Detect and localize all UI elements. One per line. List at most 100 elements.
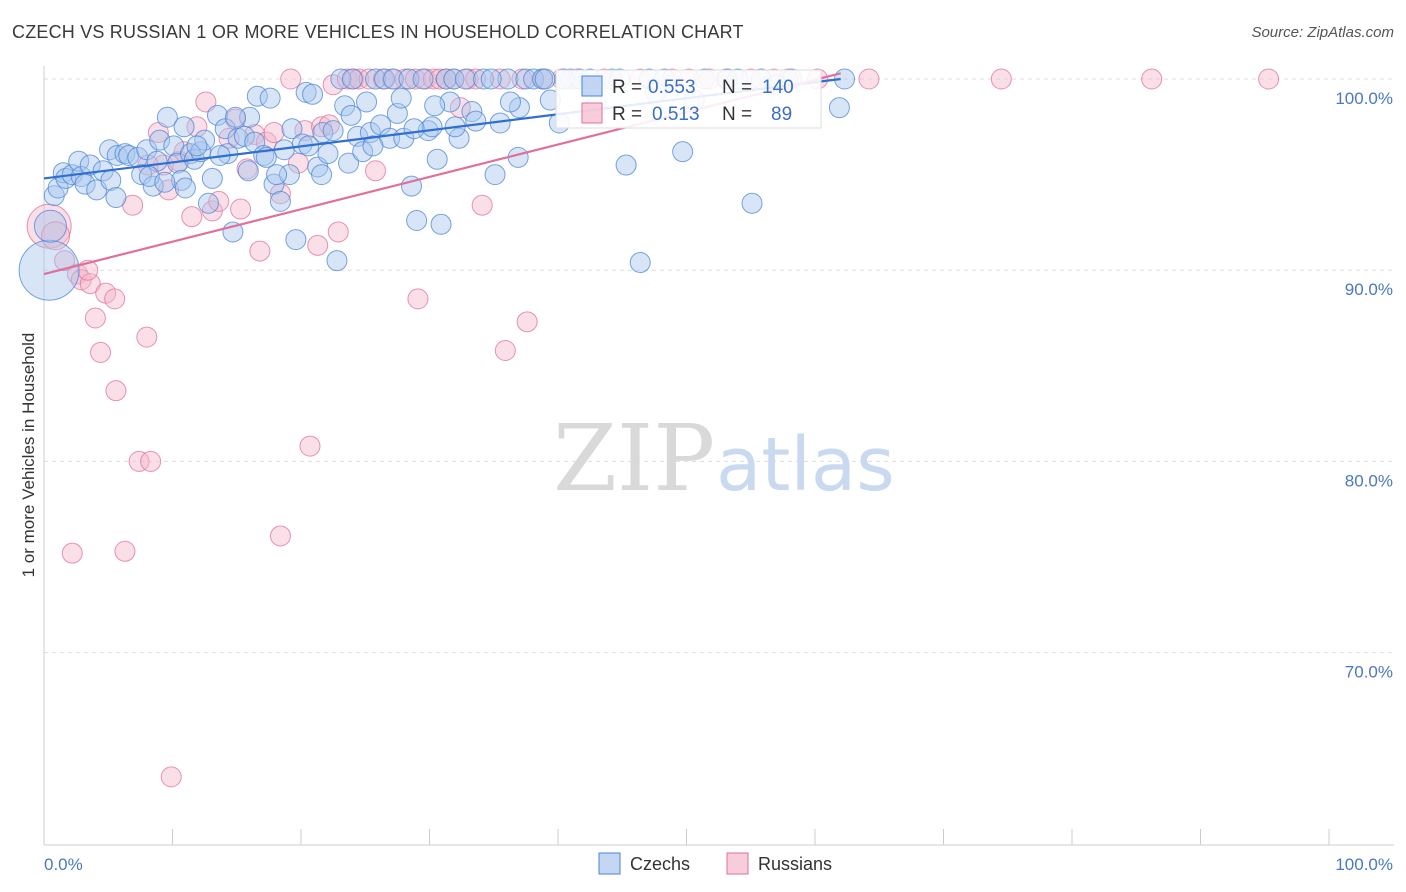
- x-tick-label: 0.0%: [44, 855, 83, 874]
- russians-point: [1141, 68, 1163, 90]
- russians-point: [90, 341, 112, 363]
- czechs-point: [79, 154, 101, 176]
- czechs-point: [430, 213, 452, 235]
- czechs-point: [224, 106, 246, 128]
- watermark-atlas: atlas: [716, 422, 895, 508]
- czechs-point: [424, 95, 446, 117]
- czechs-point: [365, 68, 387, 90]
- russians-point: [61, 542, 83, 564]
- czechs-point: [465, 110, 487, 132]
- bottom-legend: Czechs Russians: [598, 852, 832, 875]
- russians-point: [327, 221, 349, 243]
- czechs-point: [149, 129, 171, 151]
- czechs-point: [237, 160, 259, 182]
- legend-russians-label: Russians: [758, 854, 832, 874]
- czechs-point: [269, 190, 291, 212]
- russians-point: [471, 194, 493, 216]
- czechs-point: [173, 116, 195, 138]
- czechs-point: [480, 68, 502, 90]
- czechs-point: [338, 152, 360, 174]
- russians-n-label: N =: [722, 104, 752, 125]
- czechs-point: [515, 68, 537, 90]
- russians-point: [307, 234, 329, 256]
- russians-point: [1258, 68, 1280, 90]
- watermark: ZIP atlas: [553, 405, 895, 512]
- czechs-point: [484, 164, 506, 186]
- czechs-point: [435, 68, 457, 90]
- y-axis-title: 1 or more Vehicles in Household: [19, 333, 38, 578]
- russians-point: [136, 326, 158, 348]
- czechs-point: [534, 68, 556, 90]
- czechs-point: [186, 135, 208, 157]
- czechs-point: [156, 106, 178, 128]
- russians-point: [54, 250, 76, 272]
- russians-point: [516, 311, 538, 333]
- legend-russians-swatch: [726, 852, 749, 875]
- russians-point: [263, 122, 285, 144]
- czechs-point: [615, 154, 637, 176]
- czechs-point: [454, 68, 476, 90]
- legend-czechs-swatch: [598, 852, 621, 875]
- czechs-n-value: 140: [762, 77, 794, 98]
- russians-n-value: 89: [771, 104, 792, 125]
- czechs-r-label: R =: [612, 77, 642, 98]
- russians-point: [140, 450, 162, 472]
- czechs-point: [206, 104, 228, 126]
- russians-point: [160, 766, 182, 788]
- czechs-point: [146, 150, 168, 172]
- czechs-point: [352, 141, 374, 163]
- russians-point: [249, 240, 271, 262]
- czechs-point: [523, 68, 545, 90]
- czechs-point: [412, 68, 434, 90]
- y-tick-label: 100.0%: [1335, 89, 1393, 108]
- czechs-point: [322, 120, 344, 142]
- russians-point: [269, 525, 291, 547]
- russians-point: [181, 206, 203, 228]
- russians-swatch: [581, 102, 603, 124]
- russians-point: [41, 221, 71, 251]
- czechs-r-value: 0.553: [648, 77, 696, 98]
- czechs-point: [443, 68, 465, 90]
- czechs-point: [154, 171, 176, 193]
- czechs-point: [259, 87, 281, 109]
- czechs-point: [55, 167, 77, 189]
- czechs-point: [302, 83, 324, 105]
- russians-point: [280, 68, 302, 90]
- y-tick-label: 80.0%: [1345, 471, 1393, 490]
- czechs-point: [278, 164, 300, 186]
- czechs-point: [33, 209, 67, 243]
- czechs-point: [114, 143, 136, 165]
- russians-point: [990, 68, 1012, 90]
- czechs-point: [105, 187, 127, 209]
- russians-point: [195, 91, 217, 113]
- czechs-point: [629, 252, 651, 274]
- czechs-point: [281, 118, 303, 140]
- russians-point: [858, 68, 880, 90]
- czechs-point: [383, 68, 405, 90]
- czechs-point: [201, 167, 223, 189]
- czechs-point: [426, 148, 448, 170]
- czechs-point: [197, 192, 219, 214]
- czechs-point: [390, 87, 412, 109]
- russians-point: [494, 340, 516, 362]
- czechs-point: [311, 164, 333, 186]
- russians-point: [236, 158, 258, 180]
- russians-point: [79, 273, 101, 295]
- russians-point: [114, 540, 136, 562]
- russians-r-value: 0.513: [652, 104, 700, 125]
- czechs-point: [356, 91, 378, 113]
- legend-czechs-label: Czechs: [630, 854, 690, 874]
- russians-point: [105, 380, 127, 402]
- x-tick-label: 100.0%: [1335, 855, 1393, 874]
- source-credit: Source: ZipAtlas.com: [1251, 24, 1394, 41]
- y-tick-label: 90.0%: [1345, 280, 1393, 299]
- y-tick-label: 70.0%: [1345, 663, 1393, 682]
- russians-point: [336, 68, 358, 90]
- czechs-point: [317, 143, 339, 165]
- czechs-point: [18, 239, 80, 301]
- russians-point: [128, 450, 150, 472]
- russians-point: [186, 116, 208, 138]
- czechs-point: [497, 68, 519, 90]
- watermark-zip: ZIP: [553, 405, 715, 512]
- czechs-point: [131, 164, 153, 186]
